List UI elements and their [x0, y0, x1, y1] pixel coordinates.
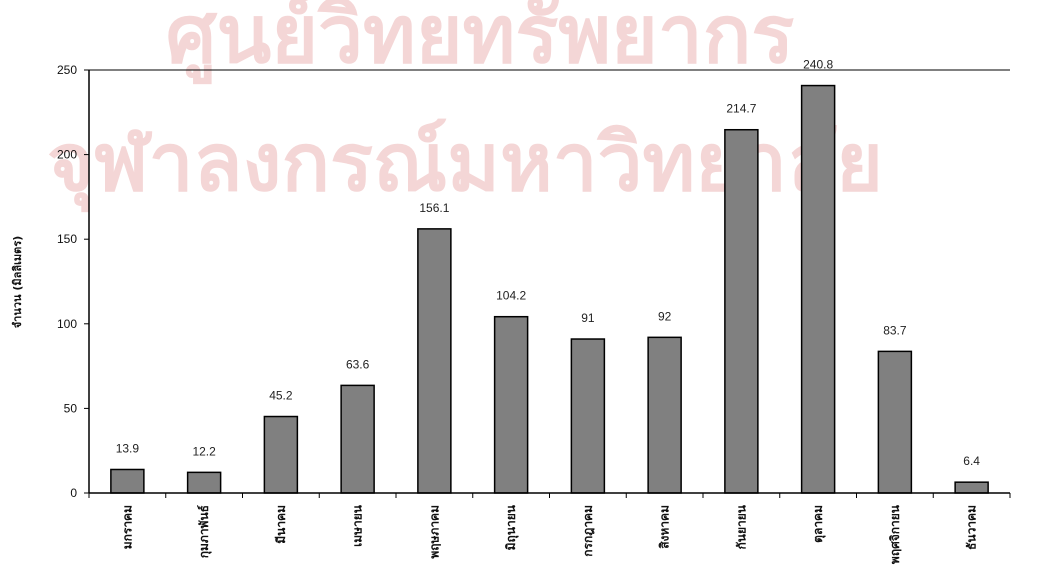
category-label: เมษายน: [351, 504, 365, 547]
bar: [417, 228, 452, 494]
bar: [800, 84, 836, 494]
bar: [263, 415, 299, 494]
data-label: 6.4: [963, 454, 980, 468]
y-tick-label: 150: [57, 232, 77, 246]
bar: [647, 336, 682, 494]
data-label: 13.9: [116, 441, 140, 455]
data-label: 104.2: [496, 289, 526, 303]
bar: [570, 338, 606, 494]
y-ticks: 0 50 100 150 200 250: [57, 63, 1010, 500]
bar: [186, 471, 222, 494]
bar: [724, 128, 759, 494]
category-label: มกราคม: [120, 505, 134, 549]
category-label: มิถุนายน: [504, 504, 519, 550]
category-label: กรกฎาคม: [581, 505, 595, 557]
data-label: 92: [658, 309, 672, 323]
bar: [340, 384, 375, 494]
data-label: 91: [581, 311, 595, 325]
category-label: กุมภาพันธ์: [197, 505, 212, 558]
bar: [877, 350, 913, 494]
y-tick-label: 50: [64, 401, 78, 415]
data-label: 214.7: [726, 102, 756, 116]
y-tick-label: 250: [57, 63, 77, 77]
y-tick-label: 100: [57, 317, 77, 331]
data-label: 45.2: [269, 389, 293, 403]
bars-layer: [110, 84, 989, 494]
y-tick-label: 0: [70, 486, 77, 500]
data-label: 156.1: [419, 201, 449, 215]
x-ticks: [88, 493, 1011, 498]
data-label: 63.6: [346, 357, 370, 371]
data-labels: 13.9 12.2 45.2 63.6 156.1 104.2 91 92 214.7 240.8…: [116, 58, 981, 469]
bar: [110, 468, 145, 494]
category-label: ตุลาคม: [811, 505, 826, 543]
category-label: สิงหาคม: [658, 505, 672, 549]
bar: [493, 315, 529, 494]
category-labels: มกราคม กุมภาพันธ์ มีนาคม เมษายน พฤษภาคม มิถุน…: [120, 504, 978, 564]
y-axis-title: จำนวน (มิลลิเมตร): [11, 236, 24, 329]
bar: [954, 481, 989, 494]
category-label: มีนาคม: [274, 505, 288, 544]
category-label: ธันวาคม: [965, 505, 979, 550]
category-label: พฤศจิกายน: [888, 504, 902, 564]
category-label: กันยายน: [734, 504, 748, 549]
category-label: พฤษภาคม: [427, 505, 441, 559]
data-label: 240.8: [803, 58, 833, 72]
y-tick-label: 200: [57, 148, 77, 162]
data-label: 83.7: [883, 323, 907, 337]
data-label: 12.2: [192, 444, 216, 458]
